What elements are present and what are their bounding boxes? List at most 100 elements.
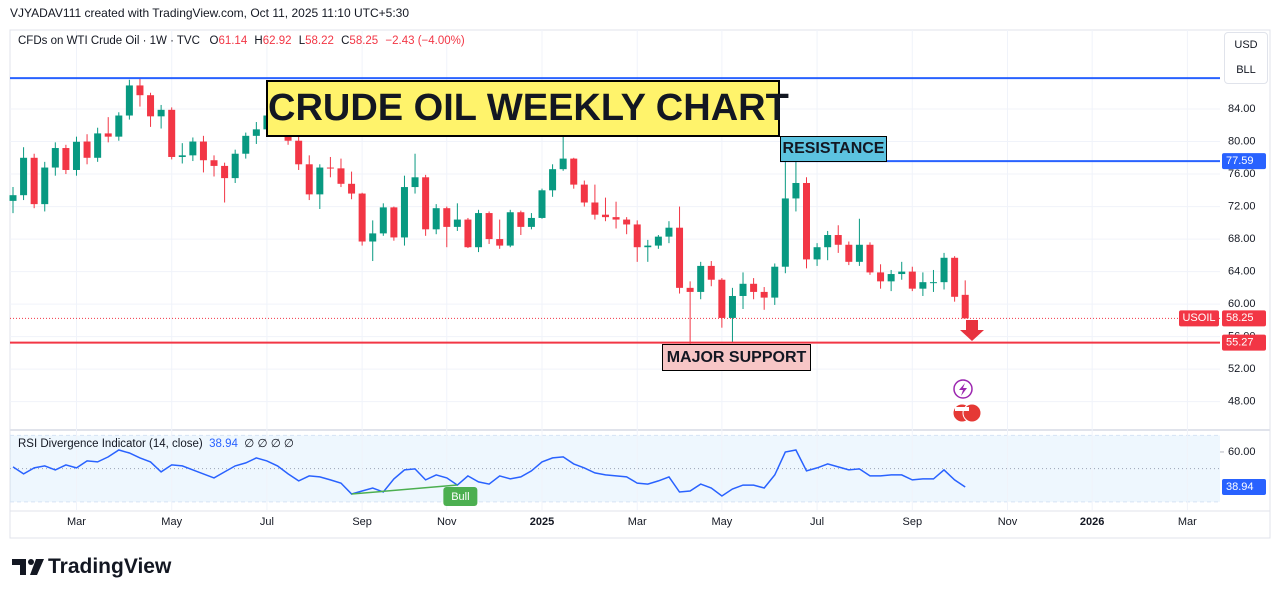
candle-body bbox=[104, 133, 112, 137]
candle-body bbox=[834, 235, 842, 245]
candle-body bbox=[929, 282, 937, 284]
candle-body bbox=[358, 193, 366, 242]
ohlc-label: O bbox=[209, 35, 219, 47]
candle-body bbox=[654, 236, 662, 246]
candle-body bbox=[496, 239, 504, 246]
y-tick-label: 72.00 bbox=[1228, 200, 1256, 212]
candle-body bbox=[125, 85, 133, 116]
candle-body bbox=[9, 195, 17, 201]
candle-body bbox=[728, 295, 736, 318]
candle-body bbox=[506, 212, 514, 246]
candle-body bbox=[369, 233, 377, 242]
candle-body bbox=[41, 167, 49, 205]
candle-body bbox=[792, 182, 800, 199]
candle-body bbox=[919, 282, 927, 289]
x-tick-label: Nov bbox=[998, 516, 1018, 528]
candle-body bbox=[51, 148, 59, 168]
candle-body bbox=[295, 140, 303, 165]
candle-body bbox=[908, 271, 916, 289]
candle-body bbox=[633, 224, 641, 248]
candle-body bbox=[697, 265, 705, 292]
x-tick-label: 2026 bbox=[1080, 516, 1104, 528]
ohlc-value: 61.14 bbox=[218, 35, 248, 47]
candle-body bbox=[570, 158, 578, 185]
ohlc-value: 62.92 bbox=[262, 35, 292, 47]
attribution: VJYADAV111 created with TradingView.com,… bbox=[10, 6, 409, 20]
candle-body bbox=[411, 177, 419, 188]
x-tick-label: Mar bbox=[1178, 516, 1197, 528]
ohlc-label: H bbox=[254, 35, 263, 47]
ohlc-value: 58.22 bbox=[305, 35, 334, 47]
rsi-title[interactable]: RSI Divergence Indicator (14, close) bbox=[18, 438, 203, 450]
symbol[interactable]: CFDs on WTI Crude Oil · 1W · TVC bbox=[18, 35, 200, 47]
candle-body bbox=[676, 227, 684, 288]
candle-body bbox=[824, 235, 832, 248]
level-tag bbox=[1222, 153, 1266, 170]
x-tick-label: Jul bbox=[810, 516, 824, 528]
flag-stripe bbox=[955, 407, 969, 411]
candle-body bbox=[961, 294, 969, 319]
candle-body bbox=[750, 283, 758, 292]
divergence-label: Bull bbox=[451, 491, 469, 503]
y-tick-label: 52.00 bbox=[1228, 363, 1256, 375]
candle-body bbox=[559, 158, 567, 170]
economic-icon[interactable] bbox=[962, 403, 982, 423]
candle-body bbox=[898, 271, 906, 275]
candle-body bbox=[178, 155, 186, 157]
candle-body bbox=[951, 257, 959, 297]
currency-box[interactable]: USD BLL bbox=[1224, 32, 1268, 84]
candle-body bbox=[115, 115, 123, 137]
candle-body bbox=[147, 95, 155, 117]
candle-body bbox=[580, 184, 588, 203]
candle-body bbox=[157, 109, 165, 117]
logo-part bbox=[28, 559, 34, 565]
rsi-settings: ∅ ∅ ∅ ∅ bbox=[244, 438, 294, 450]
y-tick-label: 48.00 bbox=[1228, 396, 1256, 408]
candle-body bbox=[855, 244, 863, 262]
candle-body bbox=[475, 213, 483, 248]
unit[interactable]: BLL bbox=[1236, 64, 1256, 76]
candle-body bbox=[845, 244, 853, 262]
x-tick-label: Mar bbox=[67, 516, 86, 528]
rsi-tag-label: 38.94 bbox=[1226, 481, 1254, 493]
x-tick-label: Jul bbox=[260, 516, 274, 528]
last-price-tag bbox=[1222, 310, 1266, 327]
candle-body bbox=[707, 265, 715, 280]
candle-body bbox=[432, 208, 440, 230]
logo-part bbox=[30, 559, 44, 575]
candle-body bbox=[379, 207, 387, 234]
candle-body bbox=[189, 141, 197, 156]
symbol-legend: CFDs on WTI Crude Oil · 1W · TVC O61.14 … bbox=[18, 35, 469, 47]
chart-title: CRUDE OIL WEEKLY CHART bbox=[266, 80, 789, 137]
candle-body bbox=[30, 157, 38, 205]
brand: TradingView bbox=[48, 555, 172, 578]
rsi-legend: RSI Divergence Indicator (14, close) 38.… bbox=[18, 436, 294, 450]
y-tick-label: 64.00 bbox=[1228, 266, 1256, 278]
candle-body bbox=[62, 148, 70, 170]
candle-body bbox=[422, 177, 430, 230]
brand-logo bbox=[12, 559, 44, 575]
candle-body bbox=[252, 129, 260, 136]
symbol-tag bbox=[1179, 310, 1219, 327]
candle-body bbox=[316, 167, 324, 195]
candle-body bbox=[136, 85, 144, 96]
x-tick-label: Sep bbox=[903, 516, 923, 528]
y-tick-label: 60.00 bbox=[1228, 298, 1256, 310]
change: −2.43 (−4.00%) bbox=[385, 35, 465, 47]
y-tick-label: 76.00 bbox=[1228, 168, 1256, 180]
candle-body bbox=[242, 135, 250, 154]
candle-body bbox=[221, 165, 229, 179]
divergence-tag bbox=[443, 487, 478, 506]
candle-body bbox=[771, 266, 779, 298]
candle-body bbox=[644, 245, 652, 248]
event-icon-bolt bbox=[959, 383, 967, 396]
currency[interactable]: USD bbox=[1234, 39, 1258, 51]
divergence-line bbox=[351, 484, 458, 495]
y-tick-label: 80.00 bbox=[1228, 135, 1256, 147]
candle-body bbox=[305, 164, 313, 195]
candle-body bbox=[538, 190, 546, 218]
candle-body bbox=[612, 217, 620, 220]
candle-body bbox=[739, 283, 747, 296]
